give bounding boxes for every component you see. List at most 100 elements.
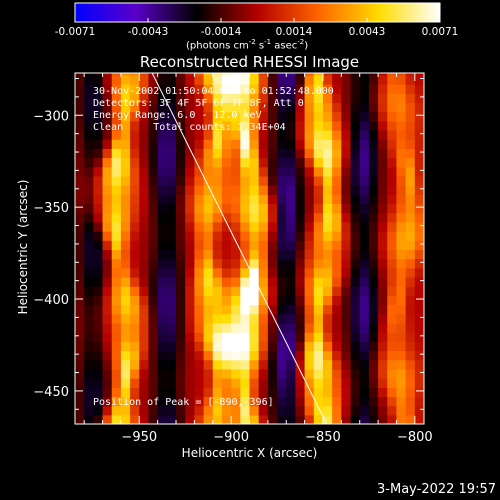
heatmap-cell (258, 120, 269, 131)
heatmap-cell (405, 414, 416, 424)
heatmap-cell (387, 175, 398, 186)
heatmap-cell (322, 157, 333, 168)
heatmap-cell (212, 148, 223, 159)
limb-line (151, 73, 328, 424)
heatmap-cell (332, 157, 342, 168)
heatmap-cell (359, 332, 370, 342)
heatmap-cell (84, 405, 94, 416)
heatmap-cell (194, 84, 205, 94)
heatmap-cell (203, 203, 214, 214)
heatmap-cell (322, 74, 333, 85)
heatmap-cell (75, 359, 85, 370)
heatmap-cell (295, 276, 306, 287)
heatmap-cell (111, 240, 122, 251)
heatmap-cell (249, 304, 260, 315)
heatmap-cell (84, 203, 94, 214)
heatmap-cell (322, 295, 333, 306)
heatmap-cell (304, 387, 315, 398)
heatmap-cell (157, 396, 168, 407)
heatmap-cell (368, 73, 379, 76)
heatmap-cell (387, 405, 398, 416)
heatmap-cell (212, 74, 223, 85)
heatmap-cell (295, 212, 306, 223)
heatmap-cell (295, 405, 306, 416)
heatmap-cell (166, 231, 177, 241)
heatmap-cell (231, 414, 241, 424)
heatmap-cell (185, 148, 195, 159)
heatmap-cell (359, 295, 370, 306)
heatmap-cell (130, 120, 140, 131)
heatmap-cell (75, 405, 85, 416)
heatmap-cell (130, 258, 140, 269)
heatmap-cell (130, 231, 140, 241)
heatmap-cell (240, 73, 251, 76)
heatmap-cell (322, 387, 333, 398)
heatmap-cell (350, 414, 361, 424)
heatmap-cell (258, 139, 269, 149)
heatmap-cell (387, 249, 398, 260)
heatmap-cell (212, 157, 223, 168)
heatmap-cell (322, 313, 333, 324)
heatmap-cell (231, 139, 241, 149)
heatmap-cell (240, 405, 251, 416)
heatmap-cell (267, 313, 278, 324)
heatmap-cell (130, 73, 140, 76)
heatmap-cell (341, 231, 352, 241)
heatmap-cell (157, 258, 168, 269)
heatmap-cell (359, 175, 370, 186)
heatmap-cell (166, 129, 177, 140)
heatmap-cell (111, 313, 122, 324)
y-tick-label: −350 (33, 201, 69, 216)
heatmap-cell (405, 267, 416, 278)
heatmap-cell (240, 332, 251, 342)
heatmap-cell (120, 368, 131, 379)
heatmap-cell (130, 405, 140, 416)
heatmap-cell (203, 286, 214, 296)
heatmap-cell (304, 111, 315, 122)
heatmap-cell (387, 74, 398, 85)
heatmap-cell (240, 102, 251, 113)
heatmap-cell (313, 359, 324, 370)
heatmap-cell (75, 166, 85, 177)
heatmap-cell (194, 175, 205, 186)
heatmap-cell (194, 102, 205, 113)
heatmap-cell (267, 203, 278, 214)
heatmap-cell (221, 203, 232, 214)
heatmap-cell (203, 322, 214, 333)
heatmap-cell (295, 240, 306, 251)
heatmap-cell (240, 396, 251, 407)
heatmap-cell (84, 231, 94, 241)
heatmap-cell (295, 341, 306, 352)
heatmap-cell (221, 350, 232, 361)
heatmap-cell (313, 221, 324, 232)
heatmap-cell (212, 120, 223, 131)
heatmap-cell (304, 313, 315, 324)
heatmap-cell (176, 139, 186, 149)
heatmap-cell (332, 368, 342, 379)
heatmap-cell (221, 73, 232, 76)
heatmap-cell (166, 378, 177, 388)
heatmap-cell (194, 368, 205, 379)
heatmap-cell (157, 313, 168, 324)
heatmap-cell (359, 304, 370, 315)
heatmap-cell (130, 414, 140, 424)
heatmap-cell (304, 139, 315, 149)
heatmap-cell (368, 139, 379, 149)
heatmap-cell (378, 240, 388, 251)
heatmap-cell (111, 84, 122, 94)
heatmap-cell (212, 359, 223, 370)
heatmap-cell (240, 221, 251, 232)
heatmap-cell (221, 148, 232, 159)
heatmap-cell (387, 102, 398, 113)
heatmap-cell (130, 203, 140, 214)
heatmap-cell (75, 267, 85, 278)
heatmap-cell (102, 313, 113, 324)
heatmap-cell (203, 73, 214, 76)
heatmap-cell (102, 84, 113, 94)
heatmap-cell (221, 396, 232, 407)
heatmap-cell (368, 102, 379, 113)
heatmap-cell (93, 286, 104, 296)
heatmap-cell (258, 93, 269, 103)
heatmap-cell (176, 341, 186, 352)
heatmap-cell (277, 313, 287, 324)
